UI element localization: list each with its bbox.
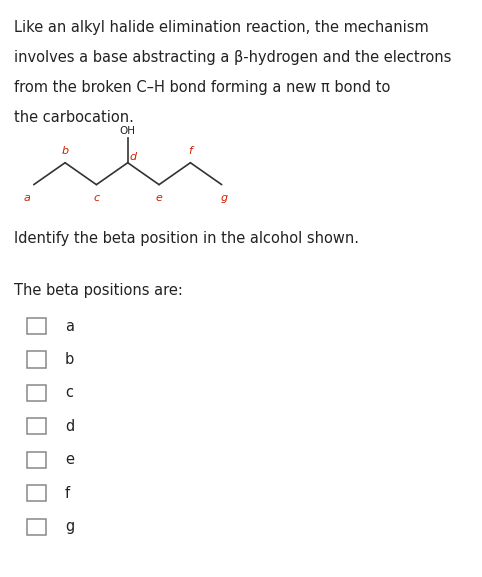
Bar (27, 452, 46, 468)
Text: a: a (24, 193, 31, 204)
Text: e: e (156, 193, 162, 204)
Text: from the broken C–H bond forming a new π bond to: from the broken C–H bond forming a new π… (14, 80, 391, 95)
Text: Like an alkyl halide elimination reaction, the mechanism: Like an alkyl halide elimination reactio… (14, 20, 429, 35)
Text: d: d (65, 419, 74, 434)
Text: a: a (65, 319, 74, 334)
Text: d: d (129, 152, 136, 162)
Text: The beta positions are:: The beta positions are: (14, 283, 183, 298)
Bar (27, 418, 46, 434)
Text: OH: OH (120, 126, 136, 136)
Text: b: b (65, 352, 74, 367)
Bar (27, 351, 46, 368)
Bar (27, 318, 46, 334)
Text: f: f (65, 486, 70, 501)
Text: c: c (65, 385, 73, 400)
Bar (27, 385, 46, 401)
Text: b: b (62, 146, 68, 156)
Text: Identify the beta position in the alcohol shown.: Identify the beta position in the alcoho… (14, 231, 360, 246)
Bar (27, 485, 46, 501)
Text: g: g (221, 193, 228, 204)
Text: e: e (65, 452, 74, 467)
Text: g: g (65, 519, 74, 534)
Bar (27, 519, 46, 535)
Text: f: f (188, 146, 192, 156)
Text: c: c (94, 193, 99, 204)
Text: involves a base abstracting a β-hydrogen and the electrons: involves a base abstracting a β-hydrogen… (14, 50, 452, 65)
Text: the carbocation.: the carbocation. (14, 110, 134, 125)
